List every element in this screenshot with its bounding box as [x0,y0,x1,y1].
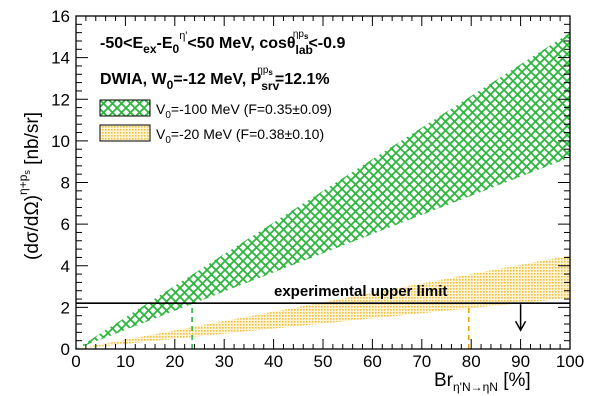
legend-swatch-v0-minus-20 [99,124,151,142]
annotation-kinematics: -50<Eex-E0η'<50 MeV, cosθlabηps<-0.9 [100,29,345,57]
annotation-dwia: DWIA, W0=-12 MeV, Psrvηps =12.1% [100,65,330,93]
x-tick-label: 50 [314,352,333,371]
legend-label-v0-minus-20: V0=-20 MeV (F=0.38±0.10) [156,126,324,146]
y-axis-title: (dσ/dΩ)η+ps [nb/sr] [16,112,43,260]
x-tick-label: 10 [116,352,135,371]
x-tick-label: 70 [412,352,431,371]
y-tick-label: 4 [61,257,70,276]
band-v0-minus-20 [76,255,570,349]
band-v0-minus-100 [76,32,570,349]
y-tick-label: 14 [51,49,70,68]
y-tick-label: 2 [61,298,70,317]
x-tick-label: 80 [462,352,481,371]
x-tick-label: 40 [264,352,283,371]
y-tick-label: 0 [61,340,70,359]
x-tick-label: 30 [215,352,234,371]
y-tick-label: 12 [51,90,70,109]
x-tick-label: 90 [511,352,530,371]
x-tick-label: 0 [71,352,80,371]
x-tick-label: 20 [165,352,184,371]
data-bands [76,32,570,349]
y-tick-label: 6 [61,215,70,234]
legend-label-v0-minus-100: V0=-100 MeV (F=0.35±0.09) [156,101,332,121]
legend: V0=-100 MeV (F=0.35±0.09) V0=-20 MeV (F=0… [99,99,332,146]
x-tick-label: 60 [363,352,382,371]
x-tick-label: 100 [556,352,584,371]
y-tick-label: 10 [51,132,70,151]
crossing-guides [191,303,470,349]
upper-limit-arrow-head [514,320,527,332]
upper-limit-label: experimental upper limit [274,283,447,300]
y-tick-label: 8 [61,174,70,193]
legend-swatch-v0-minus-100 [99,99,151,117]
upper-limit-group: experimental upper limit [76,283,570,332]
y-tick-label: 16 [51,7,70,26]
axes: 0 10 20 30 40 50 60 70 80 90 100 0 2 4 6 8 10 12 14 16 [51,7,584,371]
x-axis-title: Brη'N→ηN [%] [434,370,531,394]
